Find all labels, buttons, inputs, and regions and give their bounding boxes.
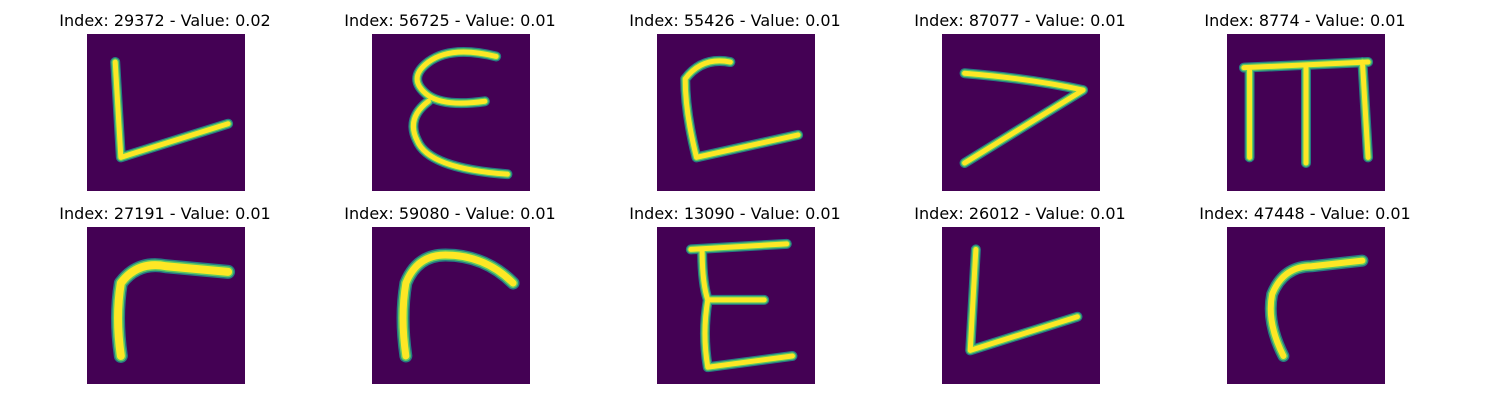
grid-cell: Index: 56725 - Value: 0.01 <box>300 12 600 202</box>
cell-title: Index: 59080 - Value: 0.01 <box>344 204 556 223</box>
L-curved-icon <box>657 34 815 191</box>
cell-title: Index: 56725 - Value: 0.01 <box>344 11 556 30</box>
cell-title: Index: 55426 - Value: 0.01 <box>629 11 841 30</box>
r-thick-icon <box>372 227 530 384</box>
cell-title: Index: 29372 - Value: 0.02 <box>59 11 271 30</box>
cell-title: Index: 87077 - Value: 0.01 <box>914 11 1126 30</box>
grid-cell: Index: 87077 - Value: 0.01 <box>870 12 1170 202</box>
grid-cell: Index: 47448 - Value: 0.01 <box>1155 205 1455 395</box>
L-icon <box>87 34 245 191</box>
E-icon <box>372 34 530 191</box>
cell-title: Index: 47448 - Value: 0.01 <box>1199 204 1411 223</box>
cell-title: Index: 27191 - Value: 0.01 <box>59 204 271 223</box>
r-icon <box>1227 227 1385 384</box>
grid-cell: Index: 8774 - Value: 0.01 <box>1155 12 1455 202</box>
grid-cell: Index: 13090 - Value: 0.01 <box>585 205 885 395</box>
E-icon <box>657 227 815 384</box>
greater-than-icon <box>942 34 1100 191</box>
cell-title: Index: 26012 - Value: 0.01 <box>914 204 1126 223</box>
m-icon <box>1227 34 1385 191</box>
cell-title: Index: 13090 - Value: 0.01 <box>629 204 841 223</box>
grid-cell: Index: 59080 - Value: 0.01 <box>300 205 600 395</box>
L-icon <box>942 227 1100 384</box>
grid-cell: Index: 55426 - Value: 0.01 <box>585 12 885 202</box>
grid-cell: Index: 27191 - Value: 0.01 <box>15 205 315 395</box>
r-thick-icon <box>87 227 245 384</box>
grid-cell: Index: 26012 - Value: 0.01 <box>870 205 1170 395</box>
cell-title: Index: 8774 - Value: 0.01 <box>1204 11 1406 30</box>
grid-cell: Index: 29372 - Value: 0.02 <box>15 12 315 202</box>
